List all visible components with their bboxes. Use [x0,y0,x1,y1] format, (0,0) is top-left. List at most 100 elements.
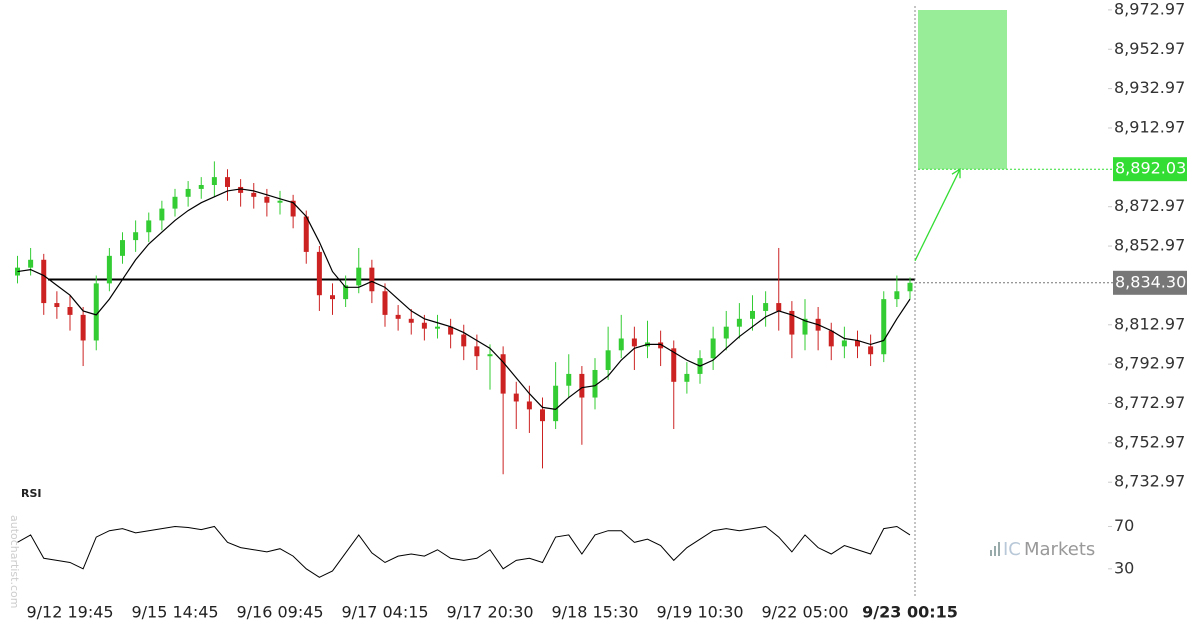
target-arrow [914,168,961,262]
candle-body [277,200,283,203]
candle-body [448,326,454,335]
x-tick-label: 9/16 09:45 [236,603,323,622]
candle-body [80,314,86,341]
candle-body [369,267,375,292]
current-price-label: 8,834.30 [1115,272,1186,291]
y-tick-label: 8,752.97 [1114,432,1185,451]
rsi-tick-label: 30 [1114,558,1134,577]
candle-body [408,318,414,323]
candle-body [553,385,559,422]
x-tick-label: 9/23 00:15 [862,603,958,622]
candle-body [618,338,624,351]
x-tick-label: 9/22 05:00 [761,603,848,622]
y-tick-label: 8,952.97 [1114,39,1185,58]
candle-body [238,186,244,193]
candle-body [540,409,545,422]
x-tick-label: 9/17 04:15 [341,603,428,622]
candle-body [303,216,309,252]
y-tick-label: 8,772.97 [1114,393,1185,412]
candle-body [605,350,611,370]
candle-body [631,338,637,347]
candle-body [579,373,585,398]
candle-body [658,342,664,349]
candle-body [54,303,60,308]
logo-bar [990,550,992,556]
candle-body [592,369,598,398]
rsi-title: RSI [21,487,42,500]
x-tick-label: 9/19 10:30 [656,603,743,622]
rsi-line [17,525,911,578]
rsi-tick-label: 70 [1114,516,1134,535]
candle-body [776,303,782,311]
brand-name: Markets [1024,539,1095,560]
candle-body [106,255,112,284]
candle-body [474,346,480,357]
candle-body [684,373,690,382]
candle-body [487,354,493,357]
target-label: 8,892.03 [1115,159,1186,178]
y-tick-label: 8,872.97 [1114,196,1185,215]
y-tick-label: 8,972.97 [1114,0,1185,18]
candle-body [868,346,874,355]
candle-body [500,354,506,394]
y-tick-label: 8,852.97 [1114,236,1185,255]
current-price-box [1113,270,1187,295]
logo-bar [998,542,1000,556]
candle-body [828,330,834,347]
logo-bar [994,546,996,556]
candle-body [120,240,125,256]
candle-body [894,291,900,300]
x-tick-label: 9/18 15:30 [551,603,638,622]
candle-body [159,208,165,221]
candle-body [461,334,467,347]
candle-body [723,326,729,339]
candle-body [185,188,191,197]
candle-body [421,322,427,329]
arrow-head [951,168,961,179]
candle-body [356,267,362,286]
x-tick-label: 9/15 14:45 [131,603,218,622]
candle-body [907,282,913,292]
candle-body [435,326,440,329]
candle-body [881,299,887,355]
candle-body [211,177,217,185]
brand-prefix: IC [1003,539,1021,560]
candle-body [41,259,47,304]
candle-body [172,196,178,209]
candle-body [513,393,519,402]
target-box [1113,157,1187,182]
y-tick-label: 8,732.97 [1114,472,1185,491]
candle-body [710,338,716,359]
candle-body [750,310,755,319]
y-tick-label: 8,932.97 [1114,78,1185,97]
candle-body [67,307,73,315]
candle-body [316,251,322,296]
candle-body [146,220,152,233]
brand-logo: IC Markets [990,539,1095,560]
candle-body [802,318,808,335]
candle-body [763,303,769,311]
candle-body [382,291,388,315]
candle-body [736,318,742,327]
candle-body [290,200,296,217]
candle-body [28,259,34,268]
candle-body [93,283,99,341]
y-tick-label: 8,812.97 [1114,314,1185,333]
candle-body [225,177,230,187]
candle-body [198,184,204,189]
candle-body [855,340,860,347]
watermark: autochartist.com [8,515,21,608]
target-zone [918,10,1007,170]
y-tick-label: 8,912.97 [1114,117,1185,136]
candle-body [841,340,847,347]
candle-body [330,295,335,300]
sma-line [17,188,911,410]
candle-body [526,401,532,410]
candle-body [789,310,795,335]
candle-body [133,232,139,241]
x-tick-label: 9/12 19:45 [26,603,113,622]
candle-body [343,285,349,300]
candle-body [395,314,401,319]
